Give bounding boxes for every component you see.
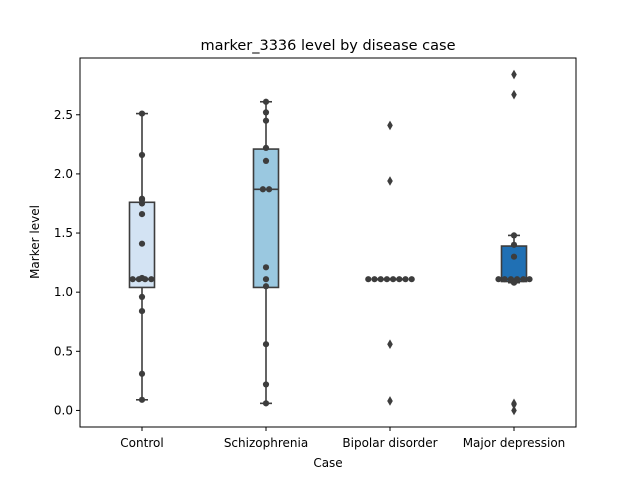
y-tick-label: 2.0: [54, 167, 73, 181]
data-point: [510, 232, 518, 239]
data-point: [377, 276, 384, 283]
data-point: [510, 253, 518, 260]
data-point: [526, 276, 533, 283]
data-point: [510, 241, 518, 248]
data-point: [142, 276, 149, 283]
x-tick-label: Bipolar disorder: [342, 436, 437, 450]
box-group: [495, 69, 533, 416]
x-axis-label: Case: [313, 456, 342, 470]
x-tick-label: Major depression: [463, 436, 566, 450]
data-point: [259, 186, 266, 193]
data-point: [390, 276, 397, 283]
data-point: [138, 293, 146, 301]
y-axis-label: Marker level: [28, 205, 42, 279]
data-point: [495, 276, 502, 283]
data-point: [383, 276, 390, 283]
data-point: [262, 264, 270, 271]
outlier-point: [387, 339, 393, 350]
data-point: [138, 240, 146, 247]
data-point: [396, 276, 403, 283]
data-point: [262, 276, 270, 283]
data-point: [520, 276, 527, 283]
data-point: [365, 276, 372, 283]
outlier-point: [387, 120, 393, 131]
data-point: [510, 279, 518, 286]
data-point: [138, 211, 146, 218]
data-point: [138, 307, 146, 315]
data-point: [262, 157, 270, 164]
data-point: [262, 109, 270, 116]
data-point: [371, 276, 378, 283]
x-tick-label: Schizophrenia: [224, 436, 308, 450]
data-point: [129, 276, 136, 283]
data-point: [262, 98, 270, 105]
x-axis: Control Schizophrenia Bipolar disorder Majo…: [120, 427, 565, 450]
x-tick-label: Control: [120, 436, 163, 450]
plot-area: [128, 69, 533, 416]
chart-title: marker_3336 level by disease case: [201, 38, 456, 54]
y-tick-label: 1.0: [54, 285, 73, 299]
plot-frame: [79, 57, 577, 428]
data-point: [402, 276, 409, 283]
outlier-point: [511, 89, 517, 100]
data-point: [148, 276, 155, 283]
data-point: [138, 200, 146, 207]
y-axis: 0.0 0.5 1.0 1.5 2.0 2.5: [54, 108, 80, 417]
data-point: [262, 144, 270, 151]
y-tick-label: 0.0: [54, 403, 73, 417]
data-point: [138, 151, 146, 159]
y-tick-label: 0.5: [54, 344, 73, 358]
data-point: [262, 283, 270, 290]
box-group: [128, 110, 156, 403]
outlier-point: [511, 69, 517, 80]
data-point: [138, 110, 146, 117]
outlier-point: [511, 399, 517, 410]
box-group: [365, 120, 415, 406]
data-point: [135, 276, 142, 283]
data-point: [262, 400, 270, 407]
outlier-point: [387, 396, 393, 406]
data-point: [262, 381, 270, 388]
box-group: [252, 98, 280, 407]
data-point: [262, 117, 270, 124]
data-point: [266, 186, 273, 193]
outlier-point: [511, 405, 517, 416]
y-tick-label: 2.5: [54, 108, 73, 122]
data-point: [138, 396, 146, 403]
outlier-point: [387, 176, 393, 186]
data-point: [408, 276, 415, 283]
data-point: [262, 341, 270, 348]
y-tick-label: 1.5: [54, 226, 73, 240]
data-point: [138, 370, 146, 377]
data-point: [501, 276, 508, 283]
